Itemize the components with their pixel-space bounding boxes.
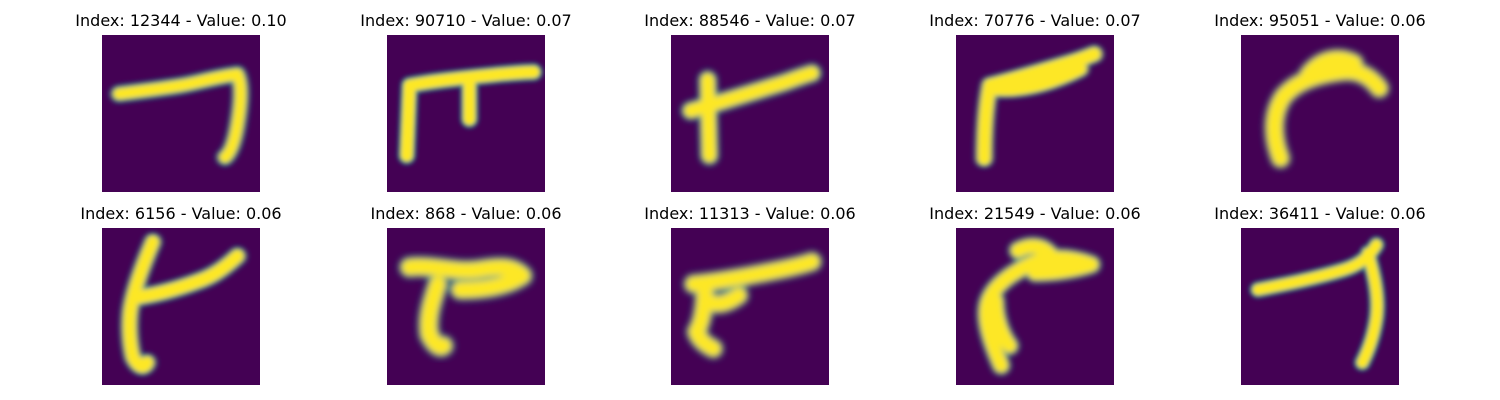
panel-title: Index: 95051 - Value: 0.06 — [1214, 11, 1426, 30]
sample-panel-6: Index: 6156 - Value: 0.06 — [61, 204, 301, 385]
panel-title: Index: 36411 - Value: 0.06 — [1214, 204, 1426, 223]
panel-title: Index: 12344 - Value: 0.10 — [75, 11, 287, 30]
sample-panel-10: Index: 36411 - Value: 0.06 — [1200, 204, 1440, 385]
digit-image — [1241, 228, 1399, 385]
digit-image — [1241, 35, 1399, 192]
digit-image — [956, 35, 1114, 192]
sample-panel-9: Index: 21549 - Value: 0.06 — [915, 204, 1155, 385]
panel-title: Index: 21549 - Value: 0.06 — [929, 204, 1141, 223]
sample-panel-5: Index: 95051 - Value: 0.06 — [1200, 11, 1440, 192]
digit-image — [102, 35, 260, 192]
panel-title: Index: 70776 - Value: 0.07 — [929, 11, 1141, 30]
digit-image — [387, 228, 545, 385]
sample-panel-7: Index: 868 - Value: 0.06 — [346, 204, 586, 385]
panel-title: Index: 11313 - Value: 0.06 — [644, 204, 856, 223]
panel-title: Index: 90710 - Value: 0.07 — [360, 11, 572, 30]
digit-image — [102, 228, 260, 385]
digit-image — [671, 35, 829, 192]
digit-image — [387, 35, 545, 192]
sample-panel-4: Index: 70776 - Value: 0.07 — [915, 11, 1155, 192]
sample-panel-3: Index: 88546 - Value: 0.07 — [630, 11, 870, 192]
digit-image — [671, 228, 829, 385]
sample-panel-2: Index: 90710 - Value: 0.07 — [346, 11, 586, 192]
panel-title: Index: 6156 - Value: 0.06 — [80, 204, 282, 223]
panel-title: Index: 868 - Value: 0.06 — [370, 204, 562, 223]
digit-image — [956, 228, 1114, 385]
sample-panel-1: Index: 12344 - Value: 0.10 — [61, 11, 301, 192]
panel-title: Index: 88546 - Value: 0.07 — [644, 11, 856, 30]
sample-panel-8: Index: 11313 - Value: 0.06 — [630, 204, 870, 385]
